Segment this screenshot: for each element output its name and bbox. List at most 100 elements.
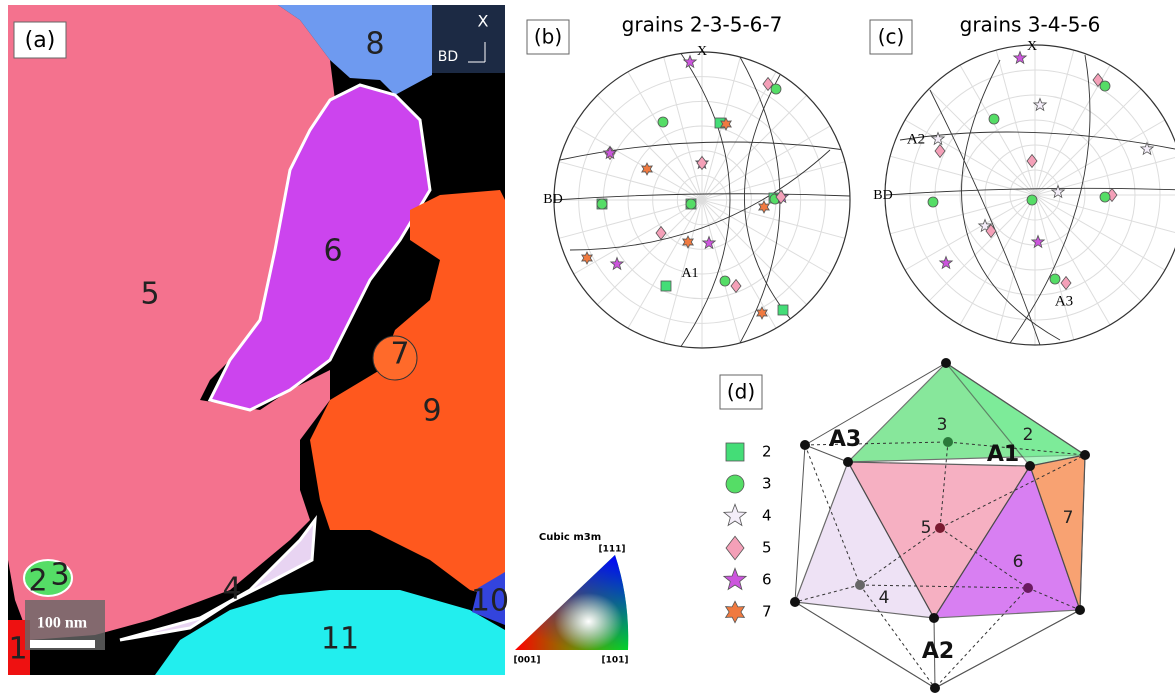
label-box bbox=[13, 21, 67, 59]
marker bbox=[777, 304, 789, 316]
marker bbox=[719, 275, 731, 287]
grain-6 bbox=[207, 83, 432, 412]
face-label: 3 bbox=[937, 415, 948, 435]
marker bbox=[927, 196, 939, 208]
label-box bbox=[719, 374, 763, 410]
grid bbox=[885, 45, 1175, 345]
pole-figure bbox=[884, 44, 1175, 346]
marker bbox=[1030, 234, 1046, 249]
grain-map bbox=[8, 5, 505, 675]
axis-label: X bbox=[697, 44, 707, 59]
marker bbox=[696, 155, 708, 171]
great-circle bbox=[929, 89, 1041, 345]
vertex-label: A1 bbox=[987, 442, 1019, 467]
marker bbox=[655, 225, 667, 241]
marker bbox=[930, 131, 946, 146]
face-label: 6 bbox=[1013, 552, 1024, 572]
legend-label: 6 bbox=[762, 571, 772, 589]
vertex-label: A2 bbox=[922, 639, 954, 664]
great-circle bbox=[899, 131, 1175, 151]
marker bbox=[1139, 141, 1155, 156]
marker bbox=[1049, 273, 1061, 285]
outline bbox=[884, 44, 1175, 346]
grain-label: 11 bbox=[321, 622, 359, 657]
marker bbox=[1012, 50, 1028, 65]
axis-label: BD bbox=[873, 188, 892, 203]
grain-label: 8 bbox=[365, 27, 384, 62]
grain-4 bbox=[119, 514, 317, 642]
marker bbox=[985, 223, 997, 239]
pole-label: A2 bbox=[907, 131, 925, 147]
grid-radial bbox=[889, 155, 1175, 235]
marker bbox=[1026, 153, 1038, 169]
grain-label: 9 bbox=[422, 394, 441, 429]
grain-8 bbox=[278, 5, 432, 95]
grain-label: 5 bbox=[140, 277, 159, 312]
marker bbox=[602, 145, 618, 160]
key-label: [111] bbox=[598, 545, 625, 555]
marker bbox=[1032, 97, 1048, 112]
scale-label: 100 nm bbox=[37, 615, 88, 632]
marker bbox=[722, 503, 748, 527]
marker bbox=[934, 143, 946, 159]
marker bbox=[988, 113, 1000, 125]
legend-label: 3 bbox=[762, 475, 772, 493]
great-circle bbox=[554, 193, 850, 201]
great-circle bbox=[885, 187, 1175, 196]
marker bbox=[758, 200, 770, 214]
legend-label: 4 bbox=[762, 507, 772, 525]
color-key bbox=[515, 555, 629, 650]
pole-label: A3 bbox=[1055, 293, 1073, 309]
great-circle bbox=[1009, 54, 1091, 344]
grain-5 bbox=[8, 5, 335, 640]
marker bbox=[685, 198, 697, 210]
grain-2-3 bbox=[23, 559, 73, 597]
face-label: 5 bbox=[921, 518, 932, 538]
marker bbox=[720, 117, 732, 131]
scale-bar bbox=[30, 640, 95, 648]
marker bbox=[722, 567, 748, 591]
legend-label: 2 bbox=[762, 443, 772, 461]
legend-label: 5 bbox=[762, 539, 772, 557]
legend-label: 7 bbox=[762, 603, 772, 621]
axis-label: X bbox=[478, 12, 489, 31]
key-title: Cubic m3m bbox=[539, 532, 601, 543]
outline bbox=[553, 51, 851, 349]
grain-label: 6 bbox=[323, 234, 342, 269]
grid-radial bbox=[558, 161, 846, 239]
axis-label: X bbox=[1027, 39, 1037, 54]
great-circle bbox=[559, 141, 846, 161]
marker bbox=[938, 255, 954, 270]
marker bbox=[730, 278, 742, 294]
marker bbox=[641, 162, 653, 176]
marker bbox=[1050, 184, 1066, 199]
grain-10 bbox=[472, 572, 505, 625]
face-label: 4 bbox=[879, 588, 890, 608]
panel-label: (c) bbox=[878, 25, 905, 49]
marker bbox=[1026, 194, 1038, 206]
marker bbox=[725, 474, 745, 494]
great-circle bbox=[679, 52, 731, 348]
marker bbox=[1060, 275, 1072, 291]
marker bbox=[682, 54, 698, 69]
marker bbox=[660, 280, 672, 292]
panel-label: (a) bbox=[25, 28, 56, 53]
marker bbox=[977, 218, 993, 233]
marker bbox=[657, 116, 669, 128]
pole-figure bbox=[553, 51, 851, 349]
marker bbox=[725, 442, 745, 462]
panel-title: grains 3-4-5-6 bbox=[960, 13, 1101, 37]
label-box bbox=[869, 19, 913, 55]
pole-label: A1 bbox=[681, 266, 698, 281]
great-circles bbox=[885, 54, 1175, 345]
marker bbox=[1099, 80, 1111, 92]
grain-label: 4 bbox=[222, 572, 241, 607]
grain-11 bbox=[155, 590, 505, 675]
face-label: 2 bbox=[1023, 425, 1034, 445]
marker bbox=[581, 251, 593, 265]
key-label: [001] bbox=[513, 656, 540, 666]
marker bbox=[596, 198, 608, 210]
grain-label: 3 bbox=[50, 558, 69, 593]
grain-label: 10 bbox=[471, 584, 509, 619]
